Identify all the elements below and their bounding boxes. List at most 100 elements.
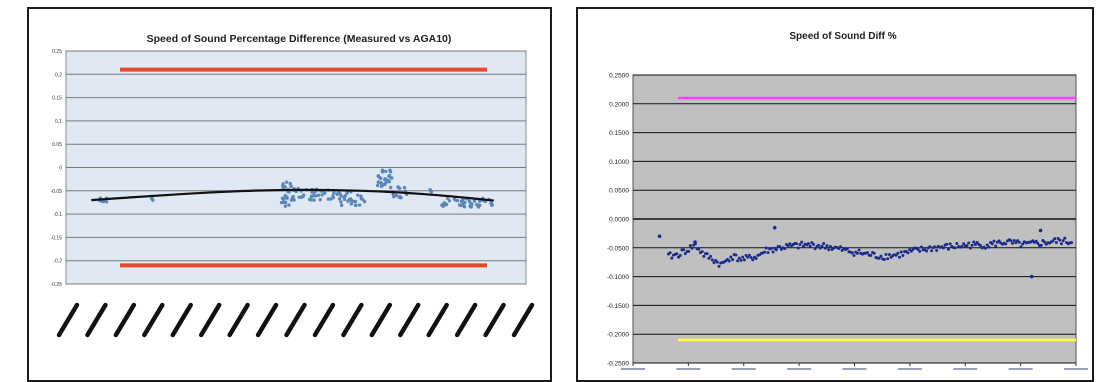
x-tick-label: [113, 302, 137, 338]
x-tick-label: [227, 302, 250, 338]
data-point: [670, 256, 674, 260]
data-point: [688, 244, 692, 248]
data-point: [390, 176, 394, 180]
data-point: [786, 244, 790, 248]
data-point: [747, 253, 751, 257]
data-point: [965, 244, 969, 248]
x-tick-label: [676, 368, 701, 370]
data-point: [935, 248, 939, 252]
data-point: [731, 258, 735, 262]
data-point: [461, 197, 465, 202]
data-point: [332, 191, 336, 195]
y-tick-label: 0.0500: [609, 188, 629, 195]
data-point: [727, 259, 731, 263]
data-point: [387, 173, 392, 178]
data-point: [445, 196, 450, 200]
data-point: [285, 195, 289, 199]
data-point: [967, 241, 971, 245]
data-point: [287, 203, 291, 207]
data-point: [774, 248, 778, 252]
data-point: [960, 245, 964, 249]
data-point: [1034, 239, 1038, 243]
trend-line: [91, 188, 494, 202]
data-point: [352, 199, 356, 204]
data-point: [742, 258, 746, 262]
data-point: [326, 197, 331, 201]
data-point: [329, 197, 333, 201]
data-point: [877, 256, 881, 260]
data-point: [359, 196, 363, 201]
data-point: [769, 246, 773, 250]
data-point: [697, 247, 701, 251]
data-point: [766, 251, 770, 255]
x-tick-label: [731, 368, 756, 370]
data-point: [925, 249, 929, 253]
outlier-point: [1038, 228, 1043, 233]
data-point: [1019, 245, 1023, 249]
data-point: [292, 198, 296, 202]
data-point: [806, 242, 810, 246]
data-point: [795, 242, 799, 246]
x-tick-label: [483, 302, 506, 338]
data-point: [362, 199, 367, 204]
data-point: [746, 255, 750, 259]
y-tick-label: -0.0500: [607, 245, 629, 252]
data-point: [316, 193, 321, 197]
data-point: [283, 204, 288, 208]
data-point: [850, 251, 854, 255]
y-tick-label: 0.1500: [609, 130, 629, 137]
data-point: [312, 198, 316, 202]
data-point: [678, 254, 682, 258]
data-point: [1054, 241, 1058, 245]
data-point: [968, 246, 972, 250]
data-point: [822, 241, 826, 245]
data-point: [323, 191, 327, 195]
data-point: [150, 196, 154, 201]
data-point: [945, 242, 949, 246]
data-point: [301, 194, 305, 199]
data-point: [783, 247, 787, 251]
x-tick-label: [842, 368, 867, 370]
data-point: [387, 180, 391, 184]
data-point: [898, 255, 902, 259]
data-point: [288, 181, 292, 186]
data-point: [675, 252, 679, 256]
data-point: [715, 260, 719, 264]
outlier-point: [693, 240, 697, 244]
data-point: [970, 243, 974, 247]
data-point: [869, 254, 873, 258]
data-point: [475, 202, 479, 207]
data-point: [994, 244, 998, 248]
data-point: [461, 201, 465, 205]
y-tick-label: 0.0000: [609, 217, 629, 224]
data-point: [987, 245, 991, 249]
data-point: [281, 182, 285, 186]
data-point: [318, 197, 322, 202]
data-point: [683, 252, 687, 256]
data-point: [1061, 239, 1065, 243]
data-point: [280, 196, 285, 201]
data-point: [356, 193, 360, 197]
data-point: [1063, 236, 1067, 240]
data-point: [1070, 241, 1074, 245]
data-point: [729, 255, 733, 259]
data-point: [741, 255, 745, 259]
data-point: [376, 174, 381, 178]
data-point: [886, 257, 890, 261]
data-point: [359, 194, 363, 198]
data-point: [818, 246, 822, 250]
data-point: [906, 251, 910, 255]
data-point: [709, 254, 713, 258]
data-point: [798, 242, 802, 246]
data-point: [489, 201, 493, 206]
data-point: [429, 190, 434, 194]
data-point: [751, 258, 755, 262]
data-point: [379, 184, 384, 189]
data-point: [687, 249, 691, 253]
chart-right-panel: Speed of Sound Diff % 0.2500 0.2000 0.1500…: [576, 7, 1094, 382]
x-tick-label: [198, 302, 222, 338]
data-point: [865, 251, 869, 255]
chart-right-title: Speed of Sound Diff %: [789, 31, 896, 42]
chart-right-svg: Speed of Sound Diff % 0.2500 0.2000 0.1500…: [607, 31, 1088, 370]
data-point: [933, 245, 937, 249]
